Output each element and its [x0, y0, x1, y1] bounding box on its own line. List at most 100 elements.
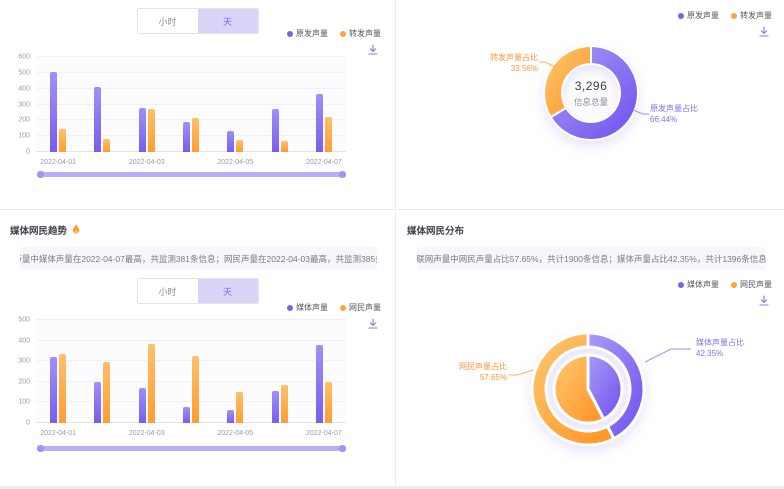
- pie-svg: [543, 45, 639, 141]
- legend-label: 原发声量: [296, 29, 328, 38]
- x-tick: 2022-04-01: [40, 159, 77, 166]
- legend-dot-orange-icon: [731, 12, 737, 19]
- download-icon[interactable]: [367, 43, 379, 55]
- donut-chart-total-volume: 3,296 信息总量: [521, 23, 661, 163]
- panel-title-row: 媒体网民趋势: [10, 223, 81, 237]
- bar-媒体声量-2022-04-04[interactable]: [183, 406, 190, 423]
- legend-dot-purple-icon: [287, 30, 293, 37]
- pie-slice-网民声量占比[interactable]: [552, 353, 606, 425]
- legend-label: 转发声量: [740, 11, 772, 20]
- bar-媒体声量-2022-04-02[interactable]: [94, 381, 102, 423]
- legend-item-original[interactable]: 原发声量: [678, 10, 719, 21]
- y-axis: 0 100 200 300 400 500 600: [12, 54, 34, 156]
- bar-网民声量-2022-04-04[interactable]: [192, 356, 199, 423]
- y-tick: 200: [18, 378, 30, 386]
- pie-slice-网民声量占比[interactable]: [530, 331, 616, 447]
- bar-转发声量-2022-04-02[interactable]: [103, 138, 111, 152]
- y-tick: 400: [18, 85, 30, 93]
- legend-item-forward[interactable]: 转发声量: [340, 28, 381, 39]
- insight-description: 互联网声量中媒体声量在2022-04-07最高，共监测381条信息；网民声量在2…: [20, 247, 377, 270]
- bar-原发声量-2022-04-05[interactable]: [227, 130, 235, 152]
- legend-label: 网民声量: [740, 280, 772, 289]
- gridline: [36, 339, 346, 341]
- download-icon[interactable]: [367, 317, 379, 329]
- legend-item-original[interactable]: 原发声量: [287, 28, 328, 39]
- gridline: [36, 87, 346, 89]
- bar-转发声量-2022-04-03[interactable]: [147, 109, 155, 152]
- gridline: [36, 71, 346, 73]
- bar-原发声量-2022-04-06[interactable]: [271, 109, 279, 152]
- time-granularity-toggle: 小时 天: [136, 8, 259, 34]
- toggle-day-button[interactable]: 天: [197, 279, 258, 303]
- callout-title: 媒体声量占比: [696, 338, 744, 347]
- callout-value: 42.35%: [696, 349, 724, 358]
- bar-媒体声量-2022-04-06[interactable]: [271, 391, 279, 423]
- bar-媒体声量-2022-04-07[interactable]: [315, 344, 323, 423]
- bar-转发声量-2022-04-07[interactable]: [324, 117, 332, 152]
- bar-转发声量-2022-04-06[interactable]: [280, 140, 288, 152]
- bar-原发声量-2022-04-04[interactable]: [183, 121, 190, 152]
- legend: 媒体声量 网民声量: [678, 279, 772, 290]
- bar-媒体声量-2022-04-05[interactable]: [227, 409, 235, 423]
- panel-voice-distribution: 原发声量 转发声量 3,296 信息总量 转发声量占比 33.56% 原发声量占…: [397, 0, 784, 210]
- bar-转发声量-2022-04-04[interactable]: [192, 117, 199, 152]
- bar-媒体声量-2022-04-03[interactable]: [138, 387, 146, 423]
- plot-area: [36, 319, 346, 423]
- y-tick: 0: [26, 419, 30, 427]
- panel-media-netizen-distribution: 媒体网民分布 互联网声量中网民声量占比57.65%，共计1900条信息；媒体声量…: [397, 211, 784, 486]
- legend-dot-orange-icon: [340, 304, 346, 311]
- bar-网民声量-2022-04-05[interactable]: [236, 392, 244, 423]
- bar-原发声量-2022-04-02[interactable]: [94, 87, 102, 152]
- y-tick: 0: [26, 148, 30, 156]
- legend-item-media[interactable]: 媒体声量: [678, 279, 719, 290]
- callout-original-share: 原发声量占比 66.44%: [650, 103, 698, 125]
- legend-item-media[interactable]: 媒体声量: [287, 302, 328, 313]
- legend-item-netizen[interactable]: 网民声量: [340, 302, 381, 313]
- plot-area: [36, 56, 346, 152]
- callout-value: 57.65%: [479, 373, 507, 382]
- legend: 原发声量 转发声量: [678, 10, 772, 21]
- x-tick: 2022-04-07: [305, 430, 342, 437]
- bar-转发声量-2022-04-05[interactable]: [236, 140, 244, 152]
- gridline: [36, 319, 346, 320]
- x-tick: 2022-04-07: [305, 159, 342, 166]
- datazoom-slider[interactable]: [37, 171, 346, 178]
- y-tick: 500: [18, 316, 30, 324]
- bar-网民声量-2022-04-03[interactable]: [147, 343, 155, 423]
- panel-media-netizen-trend: 媒体网民趋势 互联网声量中媒体声量在2022-04-07最高，共监测381条信息…: [0, 211, 396, 486]
- download-icon[interactable]: [758, 294, 770, 306]
- hot-flame-icon: [73, 224, 80, 234]
- legend-label: 转发声量: [349, 29, 381, 38]
- panel-title-row: 媒体网民分布: [407, 223, 464, 237]
- bar-原发声量-2022-04-03[interactable]: [138, 107, 146, 152]
- toggle-hour-button[interactable]: 小时: [137, 9, 198, 33]
- toggle-day-button[interactable]: 天: [197, 9, 258, 33]
- toggle-hour-button[interactable]: 小时: [137, 279, 198, 303]
- legend-item-forward[interactable]: 转发声量: [731, 10, 772, 21]
- x-axis: 2022-04-01 2022-04-03 2022-04-05 2022-04-07: [36, 425, 346, 437]
- bar-原发声量-2022-04-01[interactable]: [50, 72, 58, 152]
- legend-dot-orange-icon: [340, 30, 346, 37]
- gridline: [36, 360, 346, 362]
- bar-网民声量-2022-04-07[interactable]: [324, 381, 332, 423]
- bar-网民声量-2022-04-06[interactable]: [280, 384, 288, 423]
- page-bottom-border: [0, 486, 784, 489]
- bar-网民声量-2022-04-01[interactable]: [59, 354, 67, 423]
- legend-label: 媒体声量: [296, 303, 328, 312]
- panel-voice-trend: 小时 天 原发声量 转发声量 0 100 200 300 400 500 600 2022-0…: [0, 0, 396, 210]
- x-axis: 2022-04-01 2022-04-03 2022-04-05 2022-04-07: [36, 154, 346, 166]
- bar-媒体声量-2022-04-01[interactable]: [50, 357, 58, 423]
- x-tick: 2022-04-05: [217, 159, 254, 166]
- callout-media-share: 媒体声量占比 42.35%: [696, 337, 744, 359]
- bar-原发声量-2022-04-07[interactable]: [315, 94, 323, 152]
- pie-slice-原发声量占比[interactable]: [549, 45, 639, 141]
- panel-title: 媒体网民趋势: [10, 226, 68, 237]
- legend-item-netizen[interactable]: 网民声量: [731, 279, 772, 290]
- datazoom-slider[interactable]: [37, 445, 346, 452]
- x-tick: 2022-04-03: [128, 159, 165, 166]
- bar-转发声量-2022-04-01[interactable]: [59, 129, 67, 152]
- bar-网民声量-2022-04-02[interactable]: [103, 362, 111, 423]
- pie-slice-转发声量占比[interactable]: [543, 45, 592, 119]
- legend-label: 网民声量: [349, 303, 381, 312]
- download-icon[interactable]: [758, 25, 770, 37]
